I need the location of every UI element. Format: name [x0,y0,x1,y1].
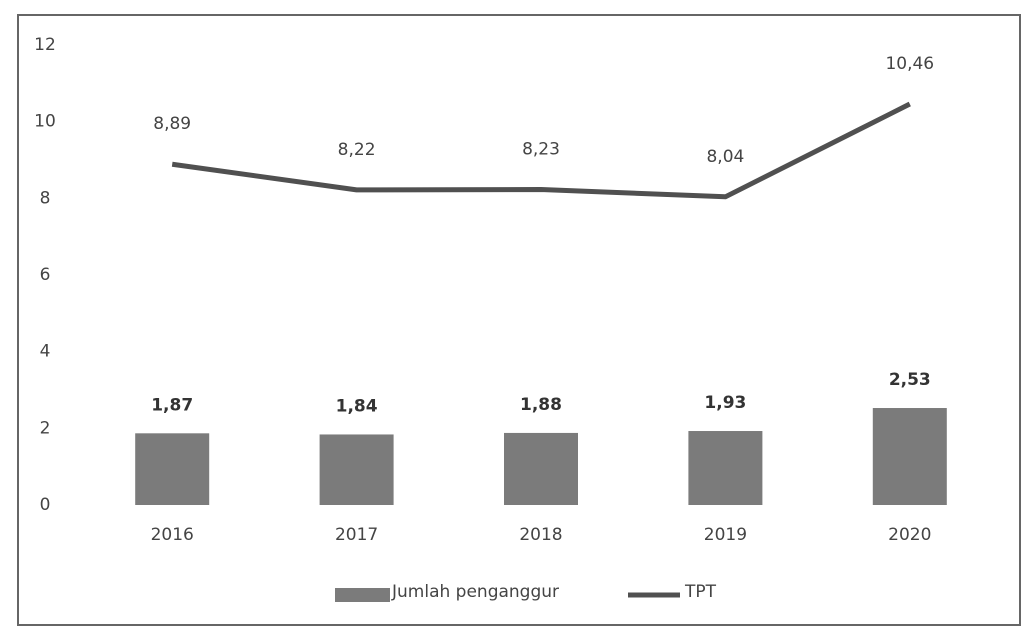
chart-border [17,14,1021,626]
y-tick-label: 6 [40,265,51,285]
bar [872,408,947,505]
bar-value-label: 1,84 [336,396,378,416]
legend-swatch [335,588,390,602]
x-tick-label: 2018 [519,525,562,545]
line [171,101,911,200]
bar [504,432,578,505]
y-tick-label: 4 [40,342,51,362]
bar-value-label: 1,88 [520,395,562,415]
bar [319,434,394,505]
bar-value-label: 1,87 [151,395,193,415]
line-value-label: 8,22 [338,140,376,160]
line-value-label: 8,04 [706,147,744,167]
x-tick-label: 2017 [335,525,378,545]
y-tick-label: 2 [40,418,51,438]
y-tick-label: 0 [40,495,51,515]
line-value-label: 8,89 [153,114,191,134]
x-tick-label: 2016 [151,525,194,545]
x-tick-label: 2020 [888,525,931,545]
y-tick-label: 8 [40,188,51,208]
x-tick-label: 2019 [704,525,747,545]
y-tick-label: 12 [34,35,56,55]
bar-value-label: 2,53 [889,370,931,390]
bar-value-label: 1,93 [704,393,746,413]
legend-label: TPT [684,582,717,602]
legend-label: Jumlah penganggur [391,582,559,602]
y-tick-label: 10 [34,112,56,132]
bar [688,431,763,505]
line-value-label: 8,23 [522,140,560,160]
line-value-label: 10,46 [885,54,934,74]
bar [135,433,210,505]
